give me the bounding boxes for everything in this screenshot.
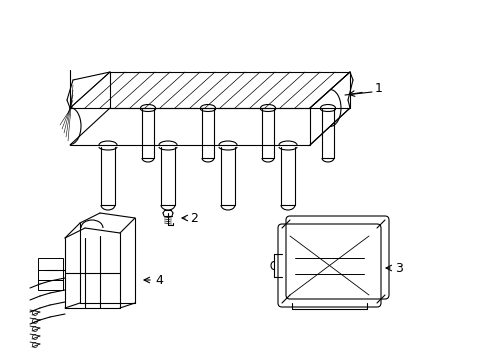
Bar <box>38 270 63 280</box>
Text: 2: 2 <box>190 211 198 225</box>
Text: 4: 4 <box>155 274 163 287</box>
Bar <box>38 280 63 290</box>
Text: 1: 1 <box>374 81 382 94</box>
Bar <box>38 258 63 270</box>
Text: 3: 3 <box>394 261 402 274</box>
